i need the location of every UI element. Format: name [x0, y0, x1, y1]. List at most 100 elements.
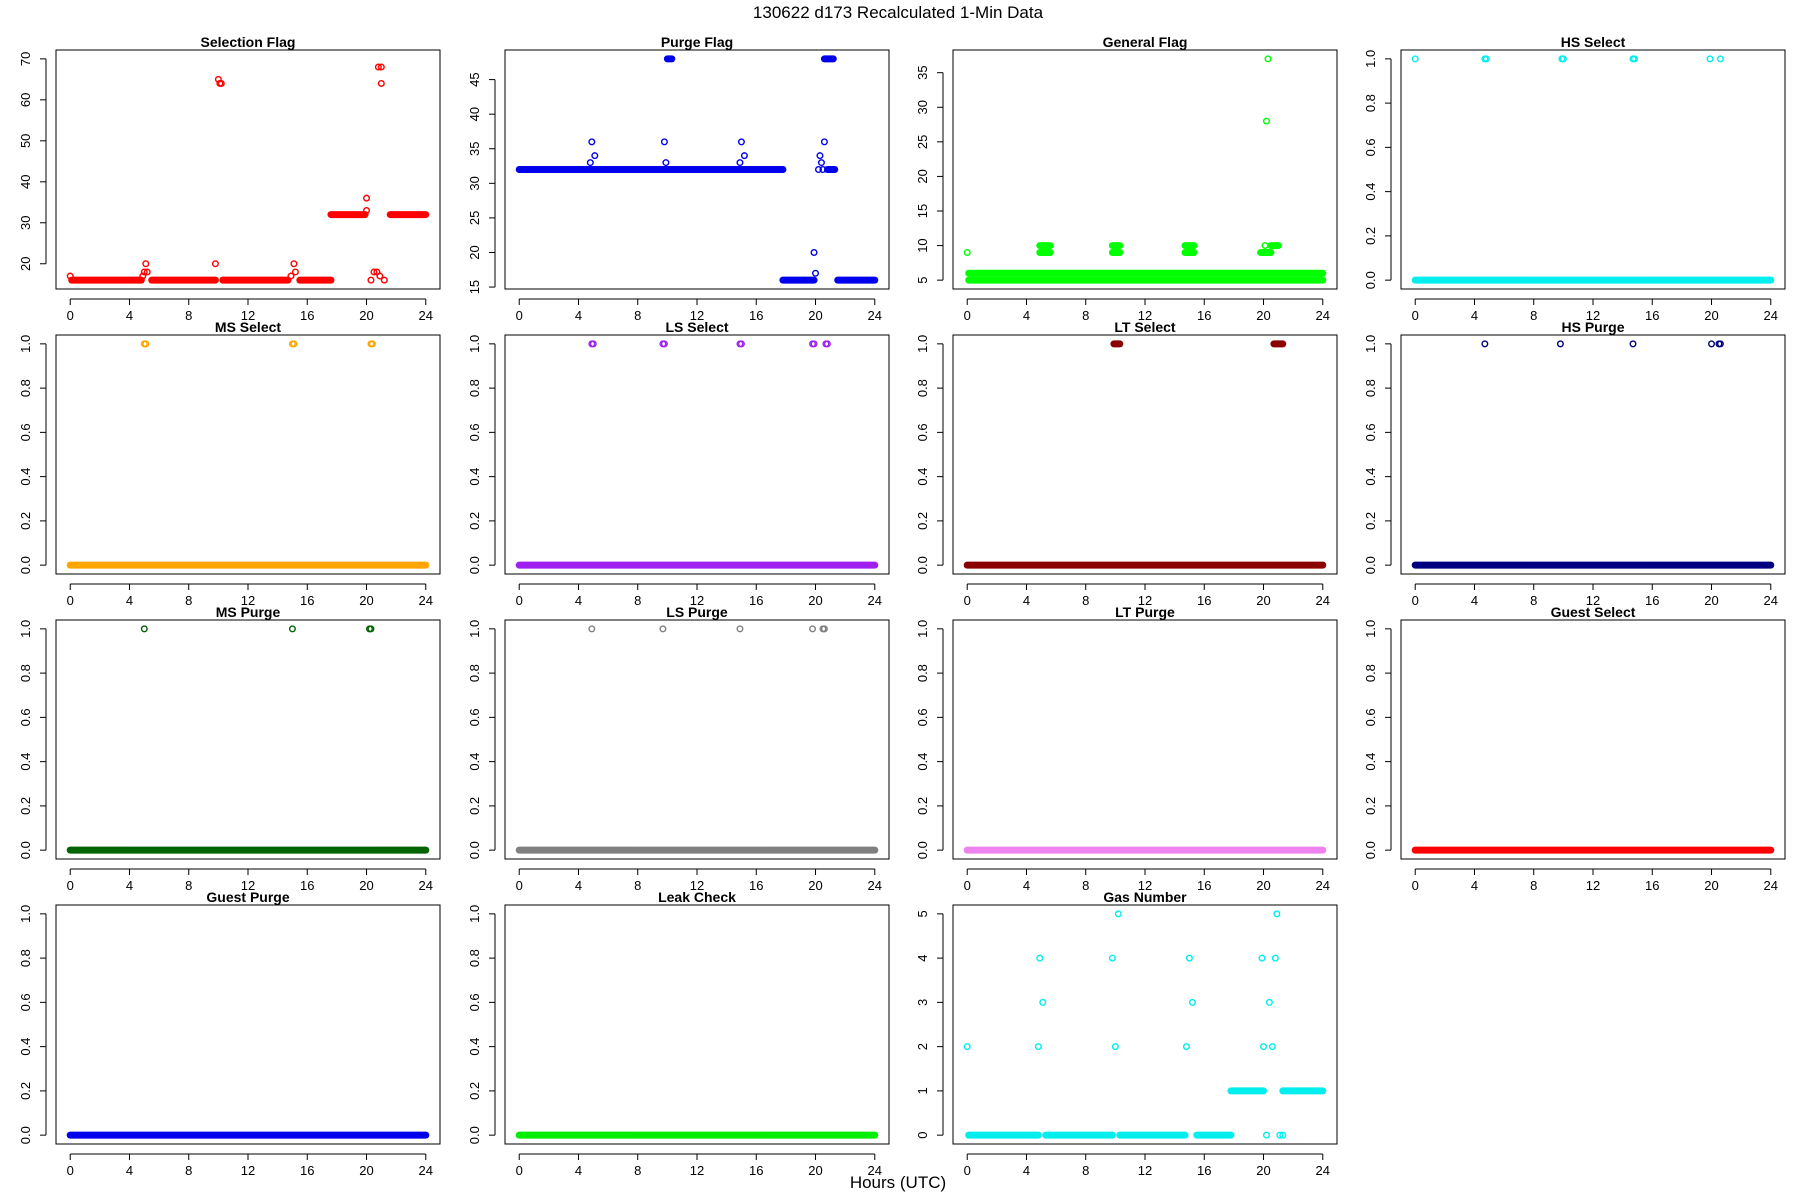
x-tick-label: 16	[749, 593, 763, 608]
plot-frame	[504, 334, 890, 575]
y-axis: 0.0 0.2 0.4 0.6 0.8 1.0	[1363, 620, 1392, 859]
data-point	[1630, 55, 1638, 63]
series-gas-number	[963, 910, 1327, 1139]
y-tick-label: 1.0	[1363, 50, 1378, 68]
x-tick-label: 20	[359, 593, 373, 608]
x-tick-label: 12	[1138, 878, 1152, 893]
y-tick-label: 0.8	[467, 949, 482, 967]
y-tick-label: 0.4	[1363, 468, 1378, 486]
y-axis: 0.0 0.2 0.4 0.6 0.8 1.0	[467, 335, 496, 574]
x-tick-label: 12	[1586, 878, 1600, 893]
data-point	[817, 159, 825, 167]
data-point	[290, 340, 298, 348]
plot-frame	[55, 619, 441, 860]
x-tick-label: 0	[67, 1163, 74, 1178]
data-point	[367, 276, 375, 284]
panel-selection-flag: Selection Flag 0 4 8 12 16 20 24 20 30 40 50 60 70	[18, 34, 441, 323]
panel-title: Purge Flag	[661, 34, 733, 50]
y-tick-label: 0.6	[18, 708, 33, 726]
y-tick-label: 0.4	[915, 753, 930, 771]
data-point	[367, 625, 375, 633]
data-point	[1411, 55, 1419, 63]
x-tick-label: 16	[1197, 1163, 1211, 1178]
plot-frame	[952, 904, 1338, 1145]
y-axis: 0.0 0.2 0.4 0.6 0.8 1.0	[1363, 335, 1392, 574]
x-tick-label: 20	[1704, 878, 1718, 893]
y-tick-label: 0.6	[1363, 423, 1378, 441]
x-tick-label: 20	[808, 1163, 822, 1178]
y-axis: 20 30 40 50 60 70	[18, 52, 47, 271]
plot-frame	[952, 619, 1338, 860]
x-tick-label: 4	[575, 1163, 582, 1178]
data-point	[143, 268, 151, 276]
y-tick-label: 0.4	[467, 753, 482, 771]
x-tick-label: 12	[690, 878, 704, 893]
data-point	[1706, 55, 1714, 63]
x-tick-label: 24	[868, 1163, 882, 1178]
y-tick-label: 0.0	[1363, 841, 1378, 859]
panel-ls-purge: LS Purge 0 4 8 12 16 20 24 0.0 0.2 0.4 0.6 0.8 1.0	[467, 604, 890, 893]
data-point	[1276, 1131, 1284, 1139]
x-tick-label: 12	[690, 1163, 704, 1178]
y-tick-label: 70	[18, 52, 33, 66]
x-tick-label: 8	[1082, 878, 1089, 893]
y-tick-label: 0.8	[1363, 664, 1378, 682]
x-tick-label: 24	[868, 308, 882, 323]
y-tick-label: 0.4	[18, 468, 33, 486]
y-tick-label: 1.0	[1363, 620, 1378, 638]
x-tick-label: 16	[300, 308, 314, 323]
data-point	[589, 340, 597, 348]
x-tick-label: 12	[1138, 1163, 1152, 1178]
data-point	[1265, 998, 1273, 1006]
plot-frame	[55, 49, 441, 290]
panel-leak-check: Leak Check 0 4 8 12 16 20 24 0.0 0.2 0.4 0.6 0.8 1.0	[467, 889, 890, 1178]
panel-ms-select: MS Select 0 4 8 12 16 20 24 0.0 0.2 0.4 0.6 0.8 1.0	[18, 319, 441, 608]
y-tick-label: 25	[467, 211, 482, 225]
x-axis: 0 4 8 12 16 20 24	[964, 868, 1330, 893]
data-point	[377, 79, 385, 87]
data-point	[380, 276, 388, 284]
y-axis: 0.0 0.2 0.4 0.6 0.8 1.0	[18, 335, 47, 574]
x-tick-label: 16	[749, 308, 763, 323]
x-tick-label: 16	[300, 878, 314, 893]
data-point	[662, 159, 670, 167]
y-tick-label: 0.4	[1363, 753, 1378, 771]
data-point	[823, 340, 831, 348]
y-tick-label: 20	[467, 245, 482, 259]
x-tick-label: 4	[1023, 878, 1030, 893]
panel-ms-purge: MS Purge 0 4 8 12 16 20 24 0.0 0.2 0.4 0.6 0.8 1.0	[18, 604, 441, 893]
x-tick-label: 0	[1412, 878, 1419, 893]
series-purge-flag	[515, 55, 879, 284]
data-point	[736, 159, 744, 167]
data-point	[736, 625, 744, 633]
panel-title: LT Purge	[1115, 604, 1175, 620]
x-tick-label: 12	[241, 593, 255, 608]
x-tick-label: 0	[964, 308, 971, 323]
data-point	[363, 206, 371, 214]
x-tick-label: 24	[419, 308, 433, 323]
x-axis: 0 4 8 12 16 20 24	[516, 868, 882, 893]
y-tick-label: 0.2	[18, 797, 33, 815]
x-tick-label: 0	[964, 593, 971, 608]
y-tick-label: 40	[467, 107, 482, 121]
x-axis: 0 4 8 12 16 20 24	[1412, 298, 1778, 323]
x-tick-label: 24	[419, 878, 433, 893]
data-point	[374, 63, 382, 71]
y-tick-label: 1.0	[467, 905, 482, 923]
x-tick-label: 8	[634, 878, 641, 893]
y-tick-label: 1.0	[18, 620, 33, 638]
panel-title: HS Purge	[1561, 319, 1624, 335]
y-tick-label: 1.0	[18, 905, 33, 923]
y-tick-label: 1.0	[467, 335, 482, 353]
y-tick-label: 0.0	[18, 1126, 33, 1144]
y-tick-label: 0.4	[18, 1038, 33, 1056]
data-point	[810, 340, 818, 348]
data-point	[1629, 340, 1637, 348]
panel-title: Guest Purge	[206, 889, 289, 905]
data-point	[963, 248, 971, 256]
series-selection-flag	[66, 63, 430, 284]
data-point	[820, 625, 828, 633]
x-tick-label: 20	[359, 878, 373, 893]
